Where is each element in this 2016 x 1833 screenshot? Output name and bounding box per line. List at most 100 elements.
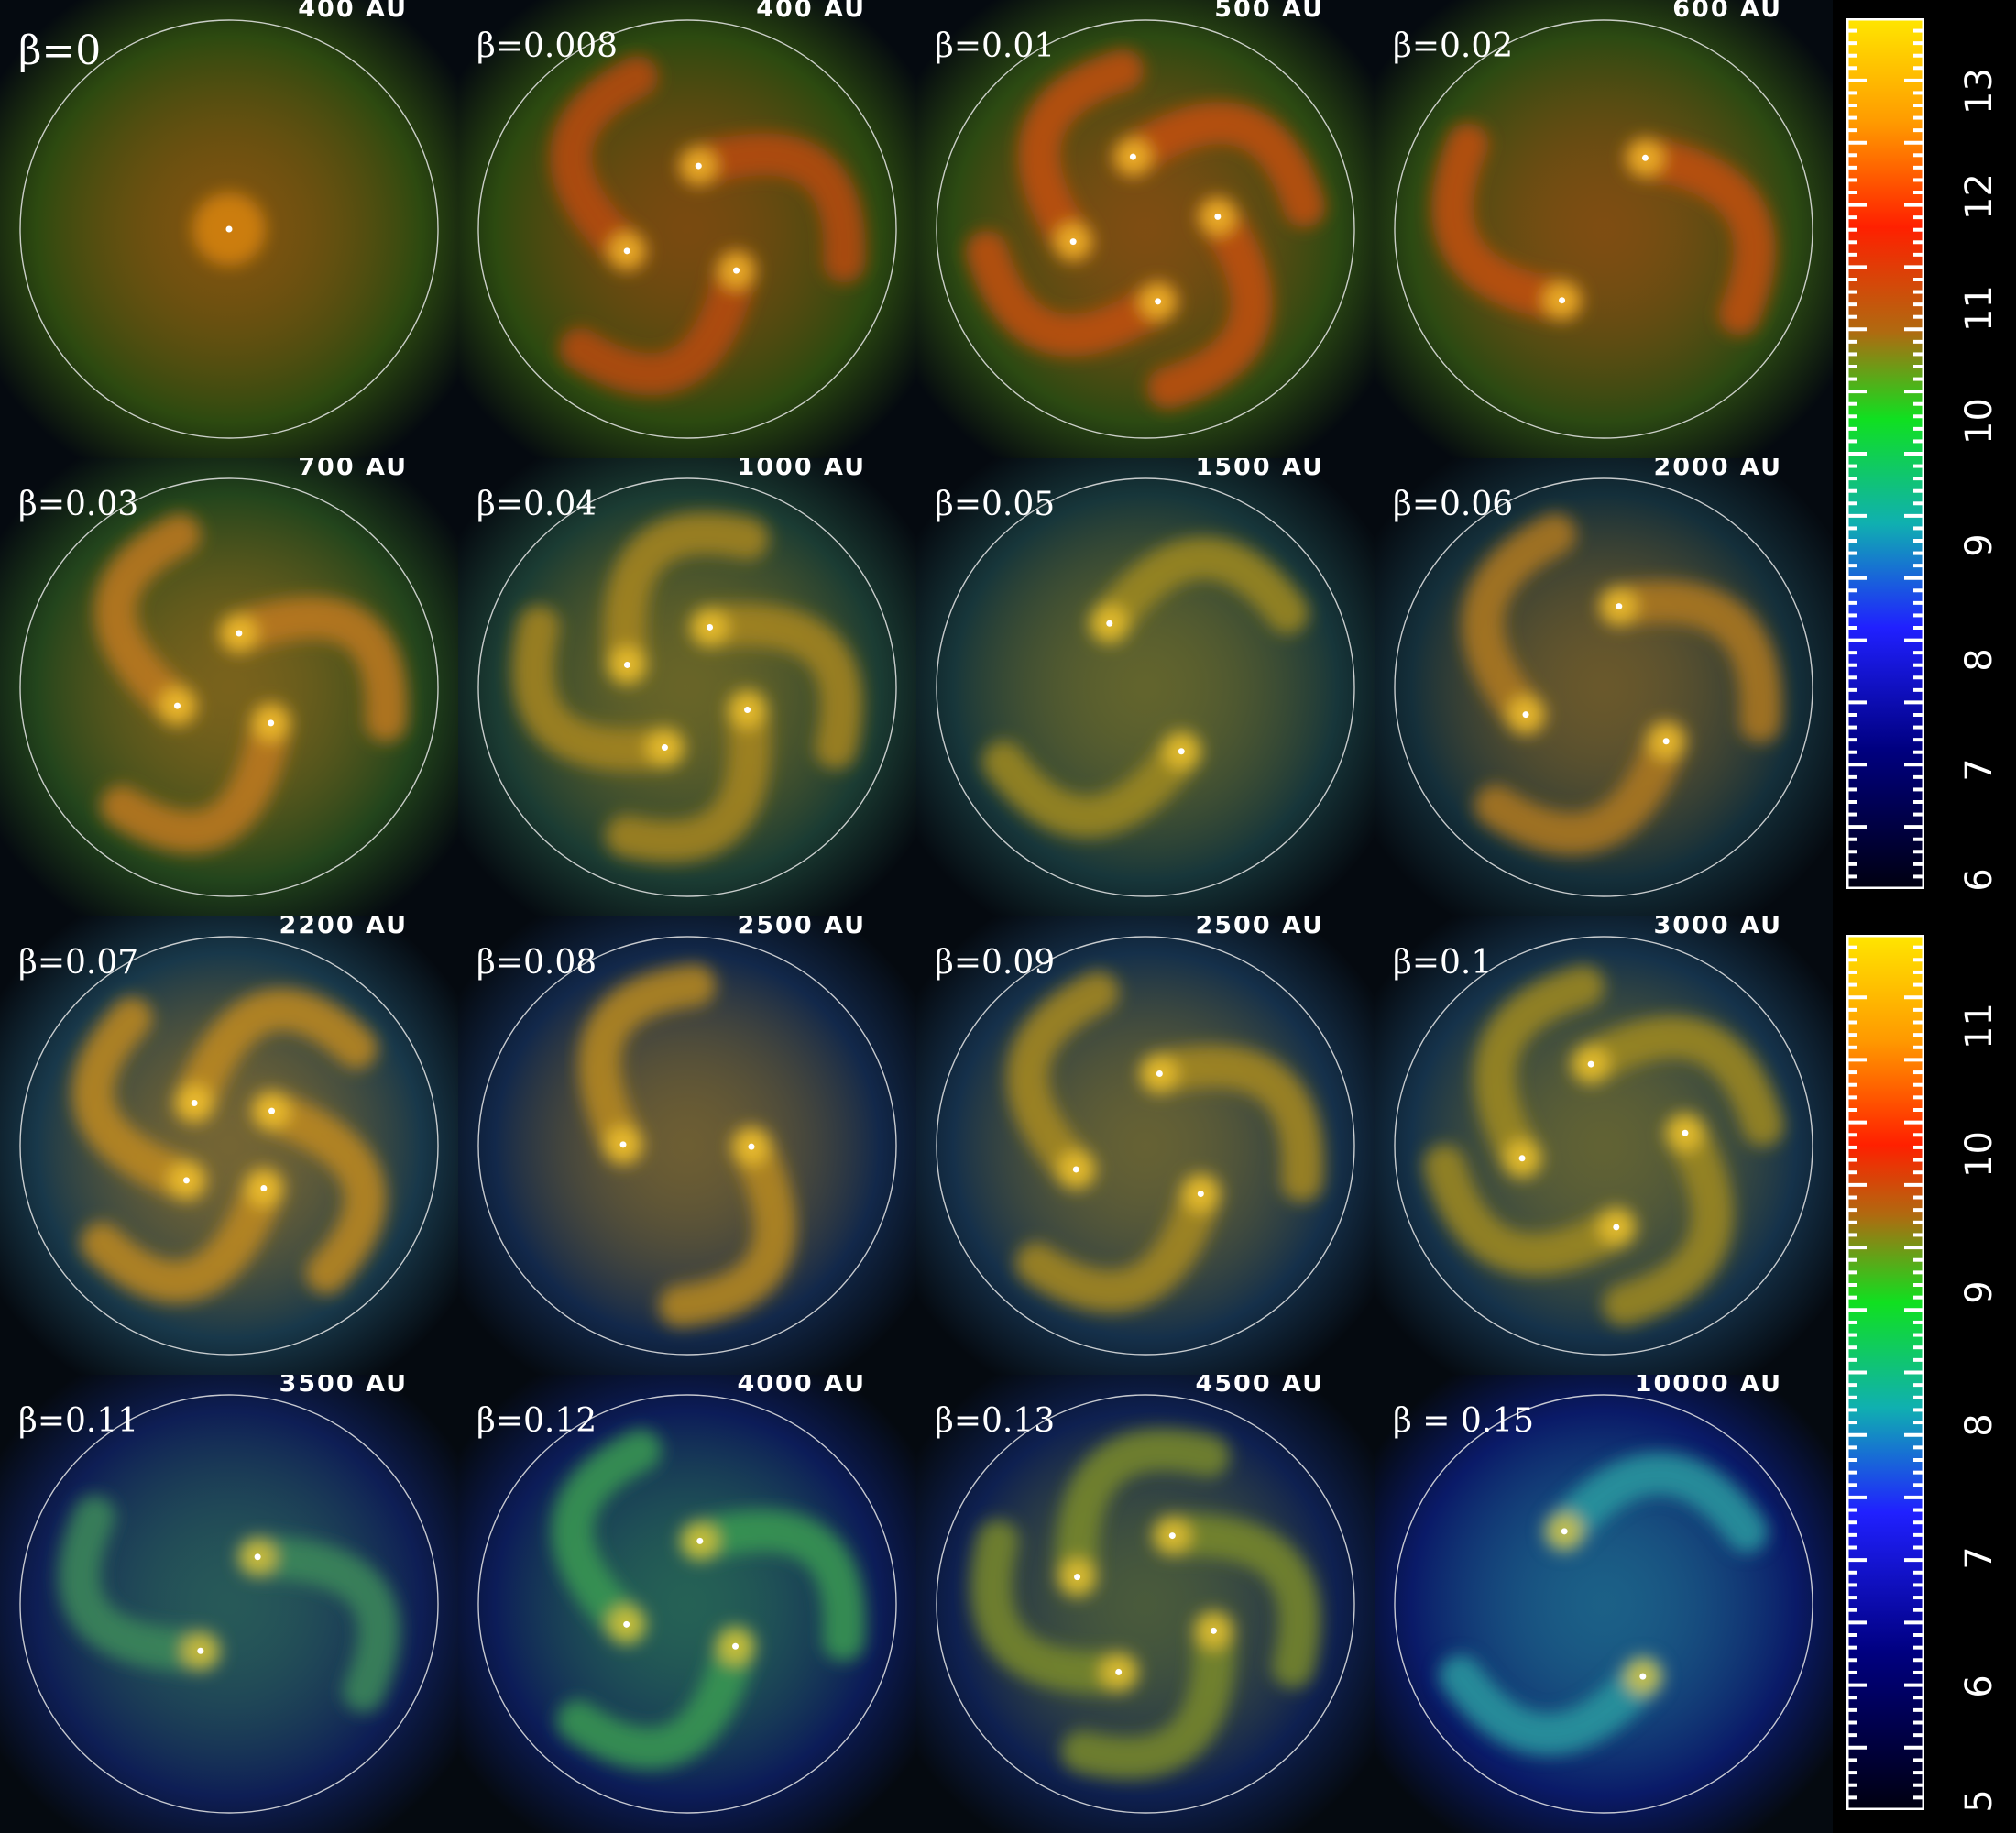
sink-particle (1662, 738, 1670, 745)
simulation-panel: 1000 AU β=0.04 (458, 458, 916, 916)
initial-radius-circle (1394, 477, 1813, 897)
colorbar-column: 13 12 11 10 9 8 7 6 (1833, 0, 2016, 1833)
initial-radius-circle (19, 1394, 439, 1814)
sink-particle (744, 707, 751, 714)
initial-radius-circle (477, 1394, 897, 1814)
sink-particle (732, 1642, 740, 1650)
density-map (1375, 1375, 1833, 1833)
simulation-panel: 10000 AU β = 0.15 (1375, 1375, 1833, 1833)
sink-particle (1641, 154, 1649, 161)
simulation-panel: 4000 AU β=0.12 (458, 1375, 916, 1833)
colorbar-top-label-3: 10 (1958, 398, 2000, 445)
simulation-panel: 2500 AU β=0.08 (458, 916, 916, 1375)
density-map (458, 458, 916, 916)
spiral-arms (71, 988, 387, 1303)
sink-particle (1682, 1129, 1689, 1136)
beta-label: β=0.13 (935, 1402, 1056, 1440)
colorbar-bottom-label-3: 8 (1958, 1413, 2000, 1437)
simulation-panel: 2000 AU β=0.06 (1375, 458, 1833, 916)
scale-label: 3000 AU (1653, 916, 1782, 939)
density-map (458, 0, 916, 458)
beta-label: β=0.06 (1393, 486, 1514, 523)
sink-particle (173, 702, 181, 709)
initial-radius-circle (936, 19, 1355, 439)
sink-particle (1559, 297, 1566, 304)
beta-label: β=0.1 (1393, 944, 1493, 982)
scale-label: 2000 AU (1653, 458, 1782, 481)
simulation-panel: 3000 AU β=0.1 (1375, 916, 1833, 1375)
sink-particle (1168, 1532, 1176, 1540)
beta-label: β=0.11 (18, 1402, 139, 1440)
initial-radius-circle (1394, 1394, 1813, 1814)
simulation-panel-grid: 400 AU β=0 400 AU β=0.008 500 AU β=0.01 600 AU… (0, 0, 1833, 1833)
simulation-panel: 2500 AU β=0.09 (916, 916, 1375, 1375)
scale-label: 2200 AU (279, 916, 408, 939)
density-map (1375, 458, 1833, 916)
scale-label: 3500 AU (279, 1375, 408, 1398)
spiral-arms (94, 513, 408, 853)
sink-particle (1214, 213, 1222, 220)
sink-particle (661, 744, 668, 752)
sink-particle (236, 630, 243, 637)
spiral-arms (1462, 513, 1782, 855)
sink-particle (268, 1107, 276, 1114)
spiral-arms (1423, 965, 1784, 1326)
sink-particle (1129, 153, 1136, 160)
spiral-arms (551, 1429, 866, 1770)
sink-particle (733, 267, 740, 274)
spiral-arms (982, 537, 1309, 838)
colorbar-top-label-6: 7 (1958, 758, 2000, 782)
density-map (458, 1375, 916, 1833)
colorbar-bottom-label-1: 10 (1958, 1131, 2000, 1178)
colorbar-top-label-1: 12 (1958, 173, 2000, 220)
sink-particle (1115, 1668, 1123, 1675)
initial-radius-circle (936, 936, 1355, 1356)
beta-label: β=0.01 (935, 27, 1056, 65)
sink-particle (1522, 711, 1529, 719)
scale-label: 700 AU (298, 458, 408, 481)
beta-label: β=0.12 (477, 1402, 597, 1440)
density-map (0, 458, 458, 916)
initial-radius-circle (477, 477, 897, 897)
simulation-panel: 400 AU β=0 (0, 0, 458, 458)
density-map (916, 458, 1375, 916)
density-map (0, 0, 458, 458)
density-map (916, 0, 1375, 458)
beta-label: β=0.03 (18, 486, 139, 523)
beta-label: β=0.05 (935, 486, 1056, 523)
initial-radius-circle (1394, 19, 1813, 439)
beta-label: β=0.07 (18, 944, 139, 982)
colorbar-bottom: 11 10 9 8 7 6 5 (1833, 916, 2016, 1833)
sink-particle (197, 1647, 204, 1654)
sink-particle (623, 1620, 630, 1628)
density-map (916, 916, 1375, 1375)
scale-label: 1500 AU (1195, 458, 1324, 481)
initial-radius-circle (19, 936, 439, 1356)
colorbar-bottom-label-2: 9 (1958, 1280, 2000, 1304)
initial-radius-circle (1394, 936, 1813, 1356)
sink-particle (1613, 1224, 1620, 1231)
scale-label: 2500 AU (1195, 916, 1324, 939)
sink-particle (1210, 1627, 1217, 1634)
scale-label: 10000 AU (1634, 1375, 1782, 1398)
simulation-panel: 400 AU β=0.008 (458, 0, 916, 458)
scale-label: 600 AU (1672, 0, 1782, 23)
sink-particle (1587, 1060, 1594, 1068)
initial-radius-circle (936, 1394, 1355, 1814)
simulation-panel: 2200 AU β=0.07 (0, 916, 458, 1375)
sink-particle (1155, 298, 1162, 305)
colorbar-bottom-label-6: 5 (1958, 1789, 2000, 1813)
sink-particle (1074, 1574, 1081, 1581)
density-map (0, 916, 458, 1375)
sink-particle (1197, 1191, 1204, 1198)
sink-particle (1106, 620, 1113, 627)
sink-particle (191, 1099, 198, 1106)
colorbar-bottom-gradient (1846, 935, 1924, 1810)
scale-label: 4000 AU (737, 1375, 866, 1398)
simulation-panel: 700 AU β=0.03 (0, 458, 458, 916)
colorbar-top-label-5: 8 (1958, 648, 2000, 672)
sink-particle (619, 1141, 627, 1148)
beta-label: β=0.09 (935, 944, 1056, 982)
density-map (1375, 916, 1833, 1375)
colorbar-top-label-0: 13 (1958, 68, 2000, 115)
